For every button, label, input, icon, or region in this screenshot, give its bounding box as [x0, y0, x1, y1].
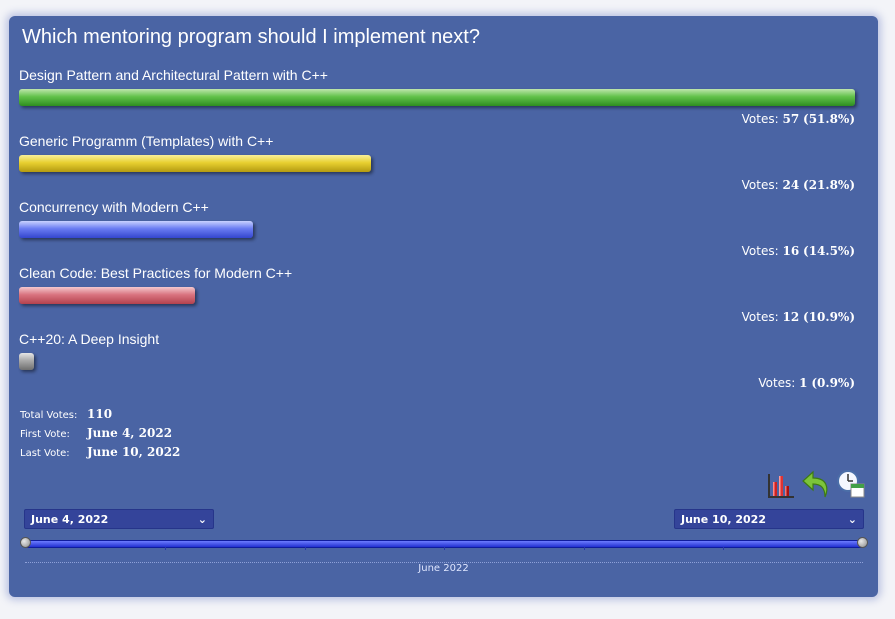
- votes-percent: (21.8%): [803, 178, 855, 192]
- option-label: Generic Programm (Templates) with C++: [19, 133, 274, 149]
- date-range-slider[interactable]: [25, 540, 865, 548]
- bar-chart-icon[interactable]: [766, 468, 796, 500]
- votes-prefix: Votes:: [741, 112, 779, 126]
- votes-number: 12: [782, 310, 800, 324]
- slider-tick: [444, 547, 445, 550]
- poll-option: Concurrency with Modern C++ Votes: 16 (1…: [19, 199, 855, 265]
- poll-option: Clean Code: Best Practices for Modern C+…: [19, 265, 855, 331]
- timeline-month-label: June 2022: [418, 563, 469, 574]
- start-date-select[interactable]: June 4, 2022 ⌄: [24, 509, 214, 529]
- votes-number: 57: [782, 112, 800, 126]
- vote-count: Votes: 57 (51.8%): [742, 112, 855, 126]
- slider-handle-end[interactable]: [857, 537, 868, 548]
- total-votes-value: 110: [87, 407, 113, 421]
- total-votes-label: Total Votes:: [20, 410, 78, 421]
- votes-prefix: Votes:: [741, 178, 779, 192]
- votes-prefix: Votes:: [758, 376, 796, 390]
- option-label: Design Pattern and Architectural Pattern…: [19, 67, 328, 83]
- start-date-value: June 4, 2022: [31, 513, 109, 526]
- poll-toolbar: [766, 468, 866, 500]
- votes-prefix: Votes:: [741, 244, 779, 258]
- poll-option: C++20: A Deep Insight Votes: 1 (0.9%): [19, 331, 855, 397]
- first-vote-label: First Vote:: [20, 429, 70, 440]
- slider-tick: [305, 547, 306, 550]
- timeline-axis: [25, 562, 863, 563]
- vote-count: Votes: 12 (10.9%): [742, 310, 855, 324]
- vote-count: Votes: 1 (0.9%): [758, 376, 855, 390]
- slider-handle-start[interactable]: [20, 537, 31, 548]
- first-vote-value: June 4, 2022: [87, 426, 173, 440]
- option-label: C++20: A Deep Insight: [19, 331, 160, 347]
- undo-arrow-icon[interactable]: [801, 468, 831, 500]
- votes-percent: (14.5%): [803, 244, 855, 258]
- first-vote-row: First Vote: June 4, 2022: [20, 426, 180, 445]
- vote-count: Votes: 24 (21.8%): [742, 178, 855, 192]
- votes-percent: (10.9%): [803, 310, 855, 324]
- vote-bar: [19, 353, 34, 370]
- end-date-value: June 10, 2022: [681, 513, 766, 526]
- vote-count: Votes: 16 (14.5%): [742, 244, 855, 258]
- votes-number: 1: [799, 376, 808, 390]
- option-label: Concurrency with Modern C++: [19, 199, 209, 215]
- poll-option: Generic Programm (Templates) with C++ Vo…: [19, 133, 855, 199]
- end-date-select[interactable]: June 10, 2022 ⌄: [674, 509, 864, 529]
- poll-option: Design Pattern and Architectural Pattern…: [19, 67, 855, 133]
- option-label: Clean Code: Best Practices for Modern C+…: [19, 265, 293, 281]
- chevron-down-icon: ⌄: [197, 513, 207, 526]
- votes-percent: (51.8%): [803, 112, 855, 126]
- total-votes-row: Total Votes: 110: [20, 407, 180, 426]
- votes-prefix: Votes:: [741, 310, 779, 324]
- poll-panel: Which mentoring program should I impleme…: [9, 16, 878, 597]
- last-vote-row: Last Vote: June 10, 2022: [20, 445, 180, 464]
- slider-tick: [584, 547, 585, 550]
- vote-bar: [19, 89, 855, 106]
- vote-bar: [19, 155, 371, 172]
- votes-number: 24: [782, 178, 800, 192]
- last-vote-value: June 10, 2022: [87, 445, 181, 459]
- vote-bar: [19, 221, 253, 238]
- vote-stats: Total Votes: 110 First Vote: June 4, 202…: [20, 407, 180, 464]
- clock-calendar-icon[interactable]: [836, 468, 866, 500]
- chevron-down-icon: ⌄: [847, 513, 857, 526]
- vote-bar: [19, 287, 195, 304]
- last-vote-label: Last Vote:: [20, 448, 70, 459]
- poll-title: Which mentoring program should I impleme…: [22, 26, 480, 48]
- slider-tick: [165, 547, 166, 550]
- votes-number: 16: [782, 244, 800, 258]
- votes-percent: (0.9%): [811, 376, 855, 390]
- slider-tick: [723, 547, 724, 550]
